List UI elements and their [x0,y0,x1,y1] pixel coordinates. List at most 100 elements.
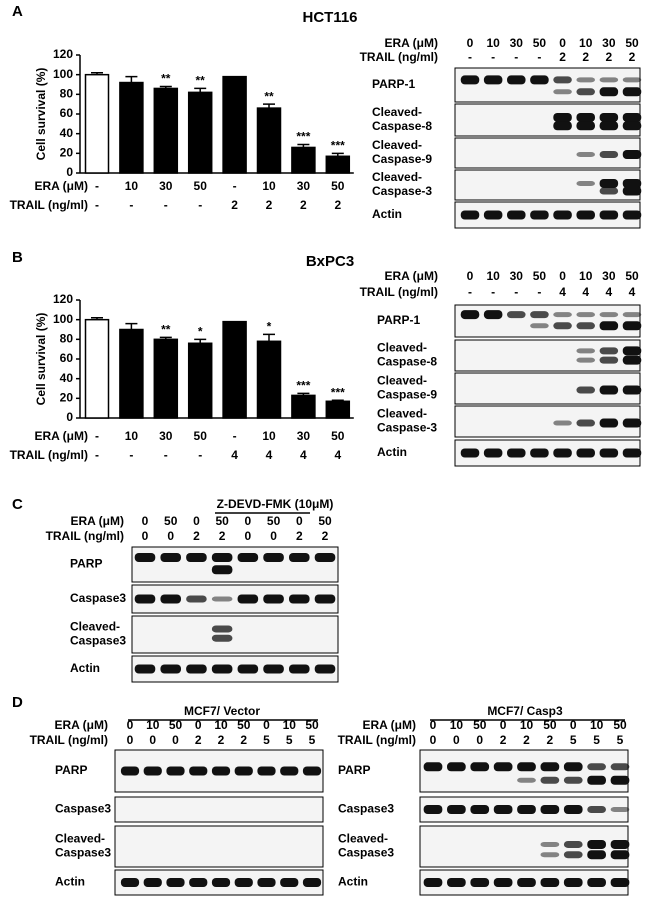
x-tick-label: 2 [231,198,238,212]
blot-row-label: PARP-1 [377,313,420,327]
error-bar [331,399,344,402]
significance-label: *** [296,130,310,144]
x-tick-label: 30 [159,179,173,193]
lane-label: 4 [559,285,566,299]
blot-band [553,312,572,318]
blot-band [314,553,336,562]
x-tick-label: 2 [334,198,341,212]
lane-label: 0 [142,529,149,543]
blot-band [576,348,595,354]
blot-band [540,776,560,784]
x-tick-label: 2 [266,198,273,212]
bar [325,400,351,419]
x-tick-label: 10 [262,429,276,443]
blot-band [507,448,526,458]
lane-label: - [468,50,472,64]
lane-label: 50 [543,718,557,732]
blot-band [599,210,619,220]
x-tick-label: - [198,198,202,212]
lane-label: 0 [127,733,134,747]
bar [84,318,110,419]
blot-band [599,112,619,122]
lane-label: 2 [296,529,303,543]
blot-band [423,762,443,772]
significance-label: ** [161,323,171,337]
lane-label: 0 [245,514,252,528]
blot-row-label: PARP [338,763,370,777]
lane-header-label: TRAIL (ng/ml) [30,733,108,747]
blot-band [553,448,572,458]
x-tick-label: 4 [266,448,273,462]
blot-band [186,595,207,603]
lane-label: 30 [510,36,524,50]
blot-band [553,210,572,220]
blot-band [610,763,630,771]
blot-band [599,418,619,428]
blot-band [576,357,595,363]
lane-header-label: ERA (μM) [70,514,124,528]
error-bar [91,316,103,320]
lane-label: 30 [602,269,616,283]
blot-row-label: Cleaved- [70,620,120,634]
blot-band [166,766,185,776]
lane-label: 5 [263,733,270,747]
lane-label: - [468,285,472,299]
blot-band [517,878,536,887]
y-tick-label: 80 [60,332,74,346]
error-bar [91,71,103,75]
blot-band [211,766,231,776]
lane-label: 10 [283,718,297,732]
lane-label: 50 [267,514,281,528]
blot-band [289,664,310,674]
panel-letter: A [12,3,23,20]
blot-band [576,312,595,318]
blot-band [576,77,595,83]
lane-label: 0 [167,529,174,543]
blot-row-label: Caspase3 [70,634,126,648]
error-bar [263,103,275,109]
x-row-label: TRAIL (ng/ml) [10,198,88,212]
lane-label: 5 [593,733,600,747]
lane-label: 50 [613,718,627,732]
error-bar [159,336,172,340]
blot-band [166,878,185,887]
blot-band [563,878,583,887]
lane-label: 50 [473,718,487,732]
blot-band [599,385,619,395]
panel-letter: B [12,249,23,266]
lane-header-label: TRAIL (ng/ml) [46,529,124,543]
bar [187,342,213,419]
blot-band [483,448,503,458]
lane-label: 50 [318,514,332,528]
blot-band [622,77,642,83]
blot-band [540,852,560,858]
lane-label: 50 [625,269,639,283]
blot-row-label: Caspase-3 [372,184,432,198]
blot-title: MCF7/ Casp3 [487,704,563,718]
x-tick-label: - [233,179,237,193]
blot-band [289,553,310,562]
x-tick-label: 30 [297,429,311,443]
y-tick-label: 0 [66,410,73,424]
y-tick-label: 40 [60,126,74,140]
blot-band [257,878,276,887]
x-tick-label: 50 [331,429,345,443]
blot-band [211,664,233,674]
blot-band [211,565,233,575]
lane-label: 30 [602,36,616,50]
lane-header-label: ERA (μM) [384,36,438,50]
blot-band [553,420,572,426]
lane-label: 0 [172,733,179,747]
blot-strip [454,67,641,103]
blot-row-label: Cleaved- [377,341,427,355]
blot-band [610,775,630,785]
x-tick-label: - [164,198,168,212]
lane-label: 2 [195,733,202,747]
blot-row-label: PARP [55,763,87,777]
lane-label: 0 [296,514,303,528]
blot-band [302,878,322,887]
blot-band [134,553,156,562]
lane-header-label: TRAIL (ng/ml) [360,50,438,64]
x-tick-label: 4 [334,448,341,462]
blot-band [587,763,606,771]
